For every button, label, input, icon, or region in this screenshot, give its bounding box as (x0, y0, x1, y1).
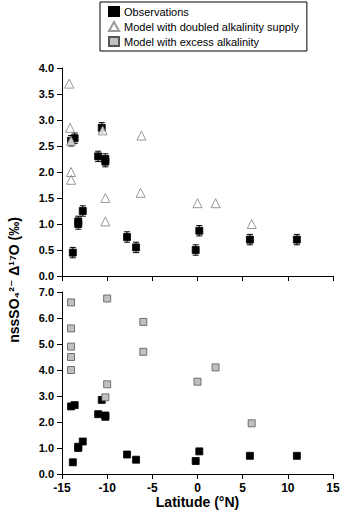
svg-text:3.0: 3.0 (39, 390, 54, 402)
svg-text:-10: -10 (98, 481, 116, 495)
svg-text:1.0: 1.0 (39, 442, 54, 454)
svg-text:1.5: 1.5 (39, 192, 54, 204)
svg-text:5: 5 (239, 481, 246, 495)
svg-text:7.0: 7.0 (39, 286, 54, 298)
svg-text:2.0: 2.0 (39, 166, 54, 178)
svg-text:Latitude (°N): Latitude (°N) (156, 494, 239, 510)
svg-text:10: 10 (281, 481, 295, 495)
svg-text:1.0: 1.0 (39, 218, 54, 230)
svg-text:nssSO₄²⁻ Δ¹⁷O (‰): nssSO₄²⁻ Δ¹⁷O (‰) (6, 217, 22, 343)
svg-text:-5: -5 (147, 481, 158, 495)
svg-text:4.0: 4.0 (39, 62, 54, 74)
svg-text:6.0: 6.0 (39, 312, 54, 324)
svg-text:3.5: 3.5 (39, 88, 54, 100)
svg-text:Model with doubled alkalinity: Model with doubled alkalinity supply (124, 21, 299, 33)
svg-text:2.5: 2.5 (39, 140, 54, 152)
svg-text:0.5: 0.5 (39, 244, 54, 256)
svg-text:Observations: Observations (124, 6, 189, 18)
svg-text:Model with excess alkalinity: Model with excess alkalinity (124, 36, 260, 48)
svg-text:0.0: 0.0 (39, 468, 54, 480)
svg-text:4.0: 4.0 (39, 364, 54, 376)
svg-text:0.0: 0.0 (39, 270, 54, 282)
svg-text:3.0: 3.0 (39, 114, 54, 126)
svg-text:0: 0 (194, 481, 201, 495)
svg-text:15: 15 (326, 481, 340, 495)
svg-text:2.0: 2.0 (39, 416, 54, 428)
svg-text:-15: -15 (53, 481, 71, 495)
svg-text:5.0: 5.0 (39, 338, 54, 350)
